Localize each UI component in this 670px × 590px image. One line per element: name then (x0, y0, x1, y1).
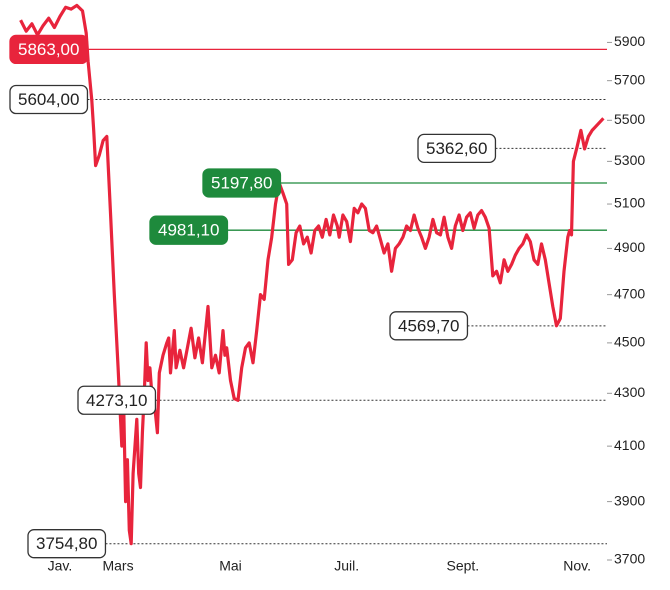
y-tick-label: 5900 (614, 33, 645, 49)
x-tick-label: Mai (219, 558, 242, 574)
y-tick-label: 5700 (614, 71, 645, 87)
x-tick-label: Jav. (48, 558, 73, 574)
annotation-box (202, 168, 282, 198)
annotation: 5362,60 (417, 133, 497, 164)
y-tick-label: 3900 (614, 492, 645, 508)
annotation: 3754,80 (27, 529, 107, 559)
annotation-label: 5604,00 (18, 90, 79, 109)
annotation-box (389, 311, 469, 341)
annotation: 5604,00 (9, 84, 89, 115)
y-tick-label: 4500 (614, 334, 645, 350)
series-layer (19, 3, 605, 546)
annotation-label: 4981,10 (158, 221, 219, 240)
y-tick-label: 4100 (614, 437, 645, 453)
x-tick-label: Nov. (563, 558, 591, 574)
x-tick-label: Juil. (334, 558, 359, 574)
y-tick-label: 4300 (614, 384, 645, 400)
y-tick-label: 4700 (614, 285, 645, 301)
annotation-label: 4273,10 (86, 391, 147, 410)
annotation-labels: 5863,00 5604,00 5362,60 5197,80 4981,10 4569,… (9, 34, 497, 559)
annotation-label: 5197,80 (211, 173, 272, 192)
annotation-box (9, 34, 89, 65)
annotation-label: 4569,70 (398, 316, 459, 335)
price-line (19, 3, 605, 546)
annotation-box (77, 385, 157, 415)
y-tick-label: 3700 (614, 551, 645, 567)
x-tick-label: Mars (102, 558, 133, 574)
y-tick-label: 4900 (614, 239, 645, 255)
annotation-lines (87, 48, 607, 545)
x-tick-label: Sept. (446, 558, 479, 574)
annotation: 5863,00 (9, 34, 89, 65)
annotation-box (417, 133, 497, 164)
annotation: 4569,70 (389, 311, 469, 341)
y-tick-label: 5300 (614, 152, 645, 168)
annotation-box (27, 529, 107, 559)
y-tick-label: 5500 (614, 111, 645, 127)
annotation: 4981,10 (149, 215, 229, 245)
annotation-box (149, 215, 229, 245)
annotation: 5197,80 (202, 168, 282, 198)
annotation: 4273,10 (77, 385, 157, 415)
annotation-box (9, 84, 89, 115)
annotation-label: 3754,80 (36, 534, 97, 553)
y-tick-label: 5100 (614, 195, 645, 211)
annotation-label: 5863,00 (18, 40, 79, 59)
annotation-label: 5362,60 (426, 139, 487, 158)
